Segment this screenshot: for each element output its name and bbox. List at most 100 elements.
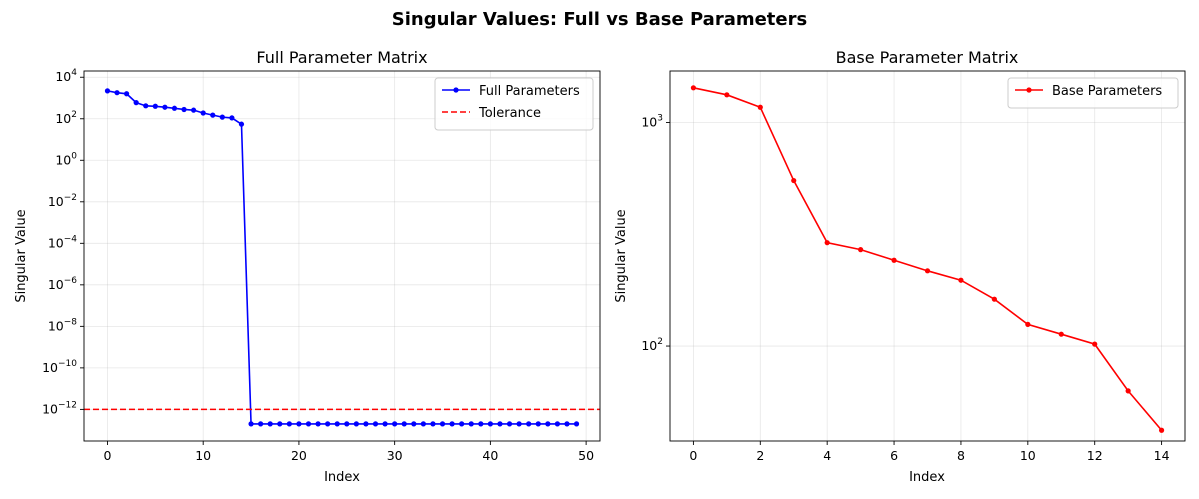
data-point bbox=[411, 421, 417, 427]
y-tick-label: 104 bbox=[55, 68, 77, 84]
chart-title: Full Parameter Matrix bbox=[256, 48, 427, 67]
x-tick-label: 20 bbox=[291, 448, 307, 463]
data-point bbox=[382, 421, 388, 427]
data-point bbox=[152, 103, 158, 109]
data-point bbox=[958, 277, 964, 283]
x-tick-label: 6 bbox=[890, 448, 898, 463]
data-point bbox=[210, 112, 216, 118]
data-point bbox=[1158, 427, 1165, 433]
figure-suptitle: Singular Values: Full vs Base Parameters bbox=[392, 9, 807, 30]
x-tick-label: 2 bbox=[756, 448, 764, 463]
x-tick-label: 14 bbox=[1154, 448, 1170, 463]
legend-marker bbox=[1026, 87, 1032, 93]
legend-label: Full Parameters bbox=[479, 84, 580, 99]
data-point bbox=[171, 105, 178, 111]
data-point bbox=[162, 104, 168, 110]
data-point bbox=[104, 88, 111, 94]
legend-label: Tolerance bbox=[478, 106, 541, 121]
x-tick-label: 50 bbox=[578, 448, 594, 463]
data-point bbox=[526, 421, 532, 427]
data-point bbox=[535, 421, 541, 427]
y-tick-label: 10−4 bbox=[48, 234, 77, 250]
data-point bbox=[506, 421, 513, 427]
data-point bbox=[1025, 321, 1031, 327]
data-point bbox=[286, 421, 292, 427]
data-point bbox=[114, 90, 120, 96]
data-point bbox=[353, 421, 359, 427]
x-tick-label: 40 bbox=[482, 448, 498, 463]
y-tick-label: 102 bbox=[641, 337, 663, 353]
data-point bbox=[516, 421, 522, 427]
data-point bbox=[573, 421, 580, 427]
data-point bbox=[200, 110, 206, 116]
series-line bbox=[693, 87, 1163, 431]
data-point bbox=[724, 92, 730, 98]
data-point bbox=[757, 104, 763, 110]
data-point bbox=[248, 421, 254, 427]
data-point bbox=[991, 296, 997, 302]
x-tick-label: 0 bbox=[689, 448, 697, 463]
x-axis-label: Index bbox=[909, 470, 945, 485]
y-tick-label: 100 bbox=[55, 151, 77, 167]
chart-title: Base Parameter Matrix bbox=[836, 48, 1019, 67]
data-point bbox=[315, 421, 321, 427]
y-tick-label: 10−2 bbox=[48, 193, 77, 209]
data-point bbox=[277, 421, 283, 427]
x-tick-label: 30 bbox=[387, 448, 403, 463]
x-tick-label: 0 bbox=[103, 448, 111, 463]
data-point bbox=[420, 421, 426, 427]
data-point bbox=[545, 421, 551, 427]
legend-label: Base Parameters bbox=[1052, 84, 1162, 99]
y-tick-label: 102 bbox=[55, 110, 77, 126]
legend bbox=[1007, 77, 1179, 109]
y-tick-label: 10−12 bbox=[42, 400, 77, 416]
legend bbox=[434, 77, 594, 131]
x-tick-label: 12 bbox=[1087, 448, 1103, 463]
full-parameter-chart: Full Parameter Matrix Index Singular Val… bbox=[14, 48, 601, 485]
x-tick-label: 8 bbox=[957, 448, 965, 463]
data-point bbox=[258, 421, 264, 427]
y-tick-label: 10−8 bbox=[48, 317, 77, 333]
data-point bbox=[133, 100, 139, 106]
data-point bbox=[564, 421, 570, 427]
data-point bbox=[334, 421, 340, 427]
data-point bbox=[439, 421, 446, 427]
data-point bbox=[372, 421, 379, 427]
data-point bbox=[267, 421, 273, 427]
data-point bbox=[1125, 388, 1131, 394]
y-axis-label: Singular Value bbox=[14, 209, 29, 302]
data-point bbox=[296, 421, 302, 427]
y-tick-label: 10−10 bbox=[42, 359, 77, 375]
data-point bbox=[401, 421, 407, 427]
data-point bbox=[554, 421, 560, 427]
data-point bbox=[459, 421, 465, 427]
data-point bbox=[392, 421, 398, 427]
x-tick-label: 10 bbox=[1020, 448, 1036, 463]
data-point bbox=[690, 85, 697, 91]
data-point bbox=[143, 103, 149, 109]
data-point bbox=[238, 121, 245, 127]
data-point bbox=[363, 421, 369, 427]
y-tick-label: 103 bbox=[641, 114, 663, 130]
data-point bbox=[824, 240, 830, 246]
plot-frame bbox=[83, 70, 601, 442]
series-line bbox=[107, 90, 577, 425]
data-point bbox=[478, 421, 484, 427]
data-point bbox=[305, 421, 312, 427]
data-point bbox=[219, 114, 225, 120]
data-point bbox=[1092, 341, 1098, 347]
data-point bbox=[924, 268, 931, 274]
data-point bbox=[430, 421, 436, 427]
data-point bbox=[344, 421, 350, 427]
data-point bbox=[497, 421, 503, 427]
data-point bbox=[791, 177, 797, 184]
data-point bbox=[891, 257, 897, 263]
y-axis-label: Singular Value bbox=[614, 209, 629, 302]
x-tick-label: 10 bbox=[195, 448, 211, 463]
data-point bbox=[181, 106, 187, 113]
data-point bbox=[191, 107, 197, 113]
x-tick-label: 4 bbox=[823, 448, 831, 463]
data-point bbox=[487, 421, 493, 427]
data-point bbox=[449, 421, 455, 427]
